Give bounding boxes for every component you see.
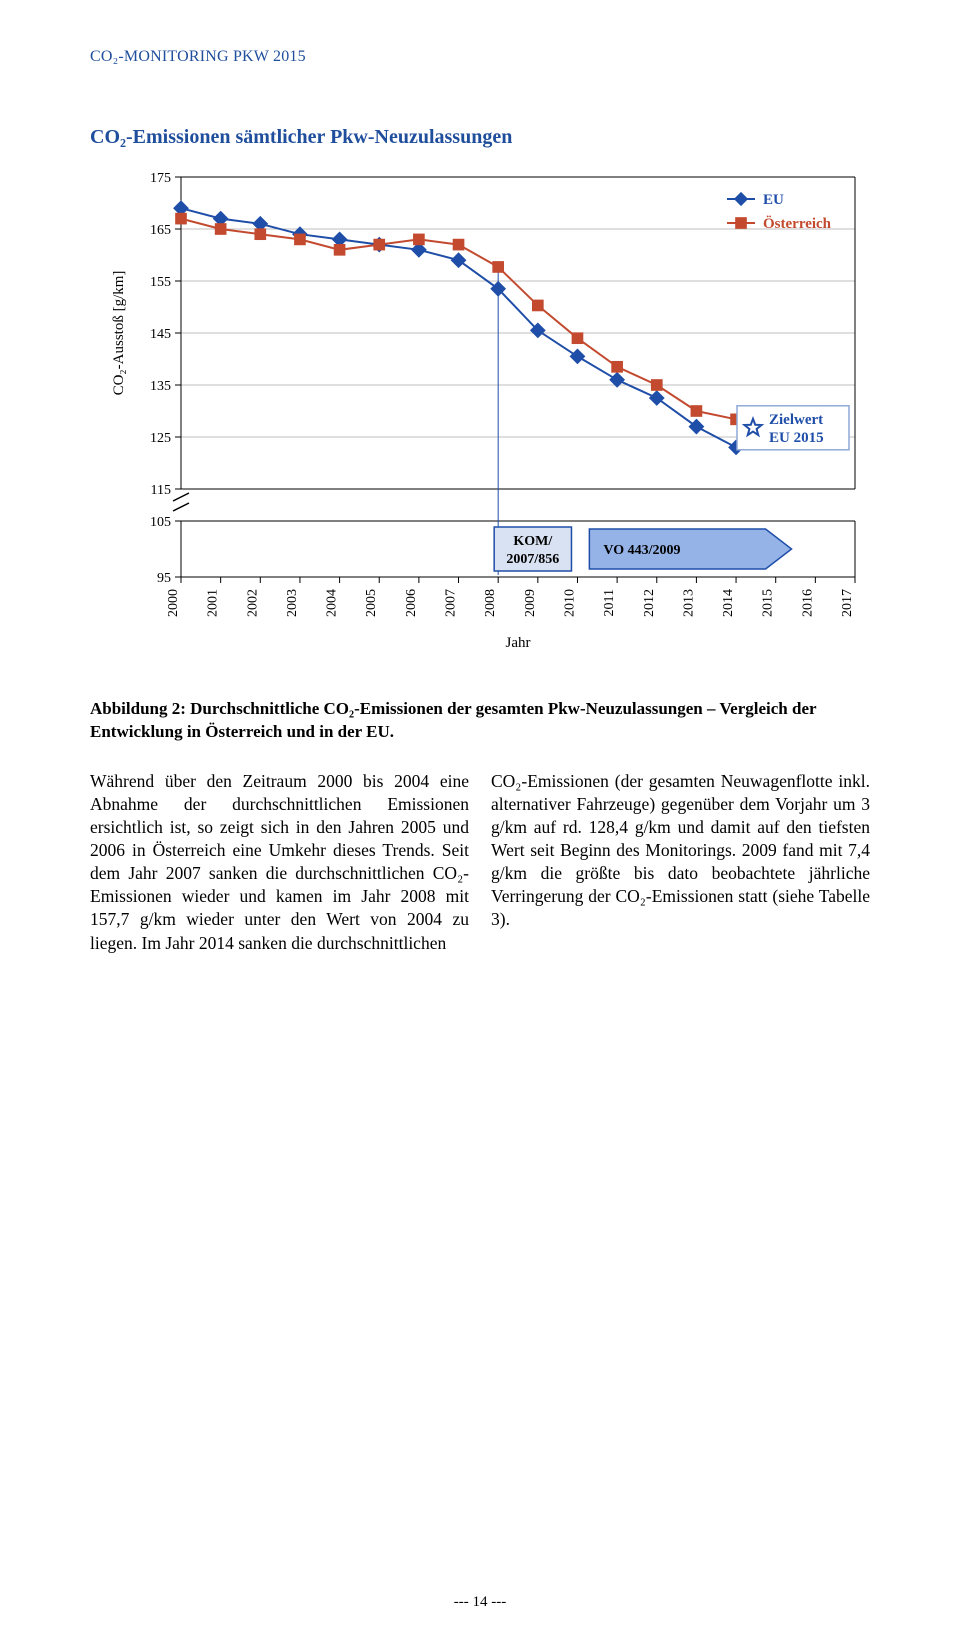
svg-text:2009: 2009 xyxy=(523,589,538,617)
svg-text:105: 105 xyxy=(150,515,171,530)
svg-text:KOM/: KOM/ xyxy=(513,534,553,549)
svg-text:95: 95 xyxy=(157,571,171,586)
running-header: CO₂-MONITORING PKW 2015 xyxy=(90,48,870,66)
body-columns: Während über den Zeitraum 2000 bis 2004 … xyxy=(90,770,870,955)
svg-text:2010: 2010 xyxy=(562,589,577,617)
svg-text:115: 115 xyxy=(151,483,171,498)
svg-text:175: 175 xyxy=(150,171,171,186)
svg-text:2006: 2006 xyxy=(404,589,419,617)
figure-caption: Abbildung 2: Durchschnittliche CO₂-Emiss… xyxy=(90,698,870,744)
svg-text:165: 165 xyxy=(150,223,171,238)
svg-text:2013: 2013 xyxy=(681,589,696,617)
chart-svg: 115 125 135 145 155 165 175 95 105 CO₂-Ausstoß [g… xyxy=(95,163,865,683)
svg-text:2008: 2008 xyxy=(483,589,498,617)
svg-text:135: 135 xyxy=(150,379,171,394)
svg-text:155: 155 xyxy=(150,275,171,290)
svg-text:145: 145 xyxy=(150,327,171,342)
svg-text:125: 125 xyxy=(150,431,171,446)
chart-title: CO₂-Emissionen sämtlicher Pkw-Neuzulassu… xyxy=(90,126,870,149)
svg-text:2002: 2002 xyxy=(245,589,260,617)
svg-text:2011: 2011 xyxy=(602,589,617,616)
svg-text:2000: 2000 xyxy=(166,589,181,617)
svg-text:2003: 2003 xyxy=(285,589,300,617)
svg-text:Österreich: Österreich xyxy=(763,215,832,232)
body-col-right: CO₂-Emissionen (der gesamten Neuwagenflo… xyxy=(491,770,870,955)
svg-text:CO₂-Ausstoß [g/km]: CO₂-Ausstoß [g/km] xyxy=(111,271,127,396)
svg-text:2005: 2005 xyxy=(364,589,379,617)
svg-text:2004: 2004 xyxy=(325,589,340,617)
svg-text:VO 443/2009: VO 443/2009 xyxy=(603,543,680,558)
svg-text:2014: 2014 xyxy=(721,589,736,617)
svg-text:2007/856: 2007/856 xyxy=(506,552,559,567)
svg-text:EU: EU xyxy=(763,192,784,208)
svg-text:2012: 2012 xyxy=(642,589,657,617)
svg-text:2016: 2016 xyxy=(800,589,815,617)
chart-container: 115 125 135 145 155 165 175 95 105 CO₂-Ausstoß [g… xyxy=(95,163,865,688)
svg-text:2007: 2007 xyxy=(444,589,459,617)
page-footer: --- 14 --- xyxy=(0,1594,960,1611)
svg-text:Jahr: Jahr xyxy=(506,635,531,651)
body-col-left: Während über den Zeitraum 2000 bis 2004 … xyxy=(90,770,469,955)
svg-text:2015: 2015 xyxy=(761,589,776,617)
svg-text:2017: 2017 xyxy=(840,589,855,617)
svg-text:EU 2015: EU 2015 xyxy=(769,430,824,446)
svg-text:2001: 2001 xyxy=(206,589,221,617)
svg-text:Zielwert: Zielwert xyxy=(769,412,823,428)
